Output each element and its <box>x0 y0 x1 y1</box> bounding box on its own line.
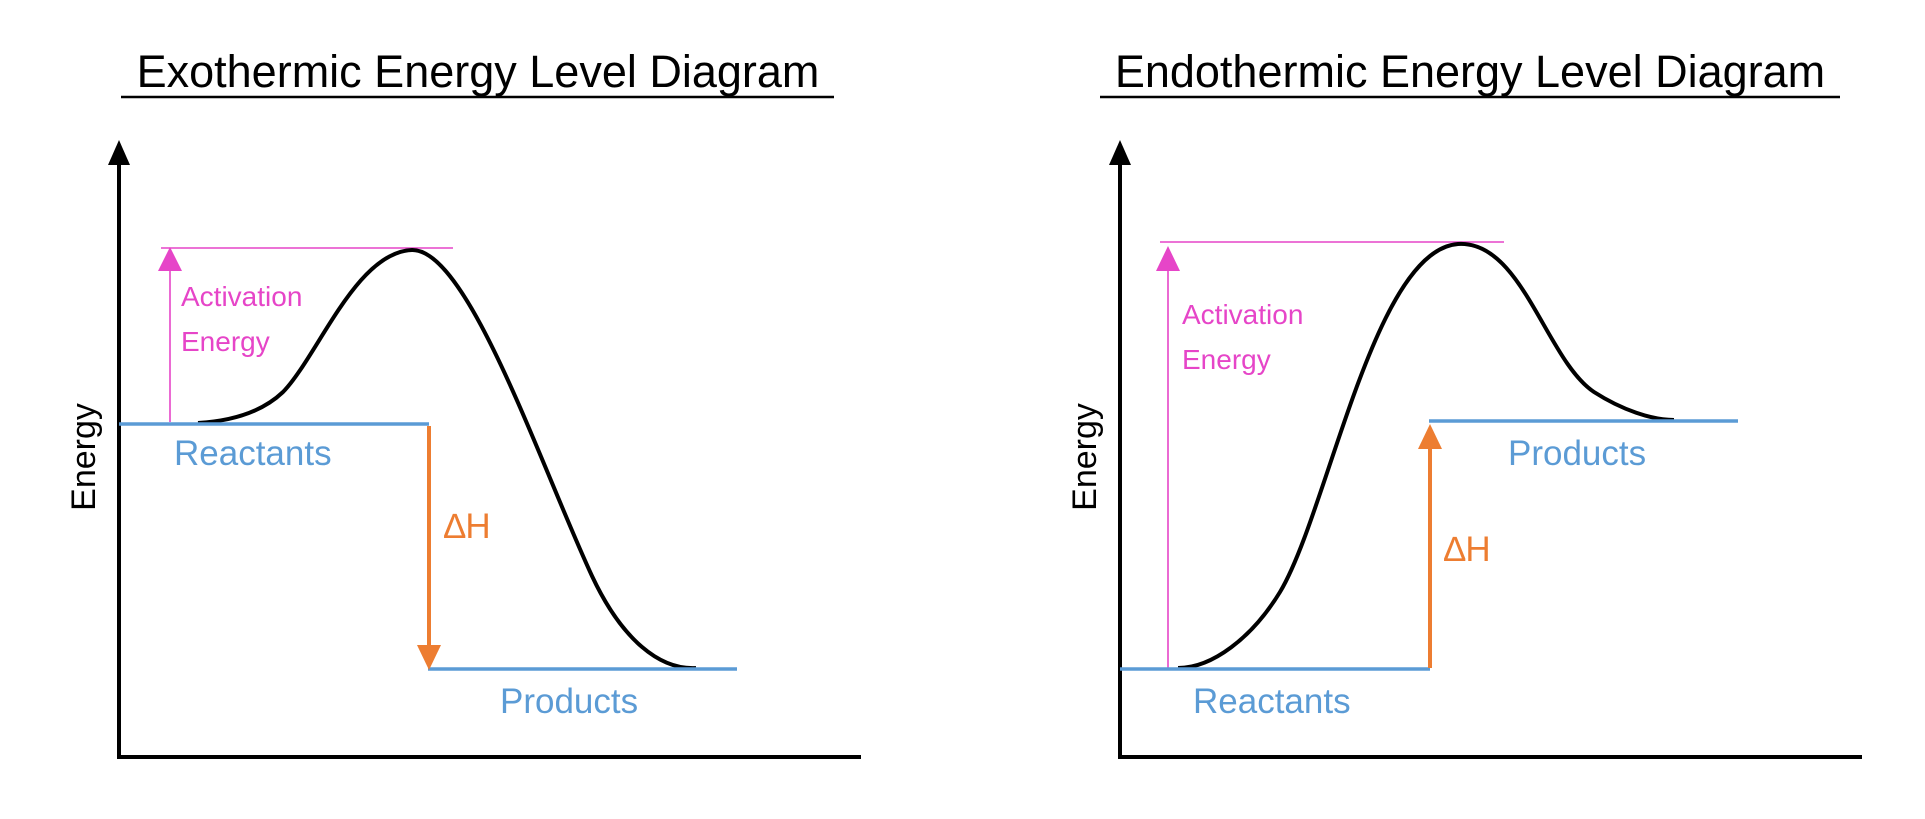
exothermic-y-axis-label: Energy <box>65 403 103 511</box>
exothermic-enthalpy-arrowhead <box>417 645 441 670</box>
endothermic-activation-label-line1: Activation <box>1182 299 1303 330</box>
exothermic-activation-label-line1: Activation <box>181 281 302 312</box>
endothermic-enthalpy-arrowhead <box>1418 424 1442 449</box>
exothermic-diagram-panel: Exothermic Energy Level Diagram Energy A… <box>0 0 962 819</box>
endothermic-y-axis-arrowhead <box>1109 140 1131 165</box>
endothermic-y-axis-label: Energy <box>1066 403 1104 511</box>
exothermic-title: Exothermic Energy Level Diagram <box>137 46 820 97</box>
endothermic-diagram: Endothermic Energy Level Diagram Energy … <box>1066 46 1862 759</box>
endothermic-products-label: Products <box>1508 434 1646 473</box>
endothermic-energy-curve <box>1177 241 1675 670</box>
exothermic-activation-arrowhead <box>158 247 182 271</box>
exothermic-reactants-label: Reactants <box>174 434 332 473</box>
exothermic-y-axis-arrowhead <box>108 140 130 165</box>
endothermic-activation-label-line2: Energy <box>1182 344 1271 375</box>
exothermic-products-label: Products <box>500 682 638 721</box>
endothermic-enthalpy-label: ∆H <box>1444 530 1491 569</box>
exothermic-activation-label-line2: Energy <box>181 326 270 357</box>
exothermic-diagram: Exothermic Energy Level Diagram Energy A… <box>65 46 861 759</box>
exothermic-enthalpy-label: ∆H <box>444 507 491 546</box>
endothermic-reactants-label: Reactants <box>1193 682 1351 721</box>
exothermic-energy-curve <box>197 247 697 671</box>
endothermic-diagram-panel: Endothermic Energy Level Diagram Energy … <box>962 0 1924 819</box>
endothermic-activation-arrowhead <box>1156 246 1180 271</box>
endothermic-title: Endothermic Energy Level Diagram <box>1115 46 1825 97</box>
